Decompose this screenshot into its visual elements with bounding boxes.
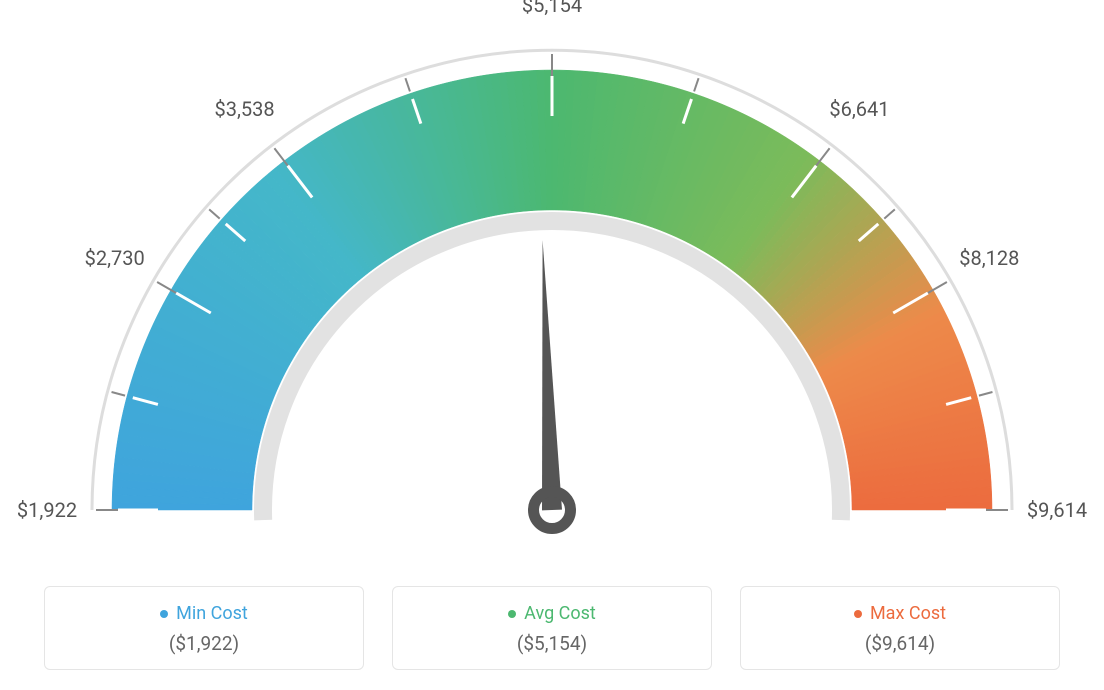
legend-title-text: Avg Cost (524, 603, 596, 624)
gauge-tick-label: $5,154 (522, 0, 582, 17)
gauge-tick-label: $6,641 (829, 97, 889, 121)
gauge-tick-label: $2,730 (85, 246, 145, 270)
dot-icon (854, 610, 862, 618)
legend-value-avg: ($5,154) (393, 632, 711, 655)
legend-card-avg: Avg Cost ($5,154) (392, 586, 712, 671)
dot-icon (160, 610, 168, 618)
legend-title-min: Min Cost (160, 603, 248, 624)
gauge-tick-label: $9,614 (1027, 498, 1087, 522)
legend-title-max: Max Cost (854, 603, 946, 624)
legend-title-avg: Avg Cost (508, 603, 596, 624)
gauge-tick-label: $3,538 (214, 97, 274, 121)
cost-gauge: $1,922 $2,730 $3,538 $5,154 $6,641 $8,128 $9,6… (0, 0, 1104, 560)
legend-title-text: Max Cost (870, 603, 946, 624)
legend-value-max: ($9,614) (741, 632, 1059, 655)
gauge-svg (0, 0, 1104, 560)
dot-icon (508, 610, 516, 618)
legend-card-min: Min Cost ($1,922) (44, 586, 364, 671)
legend-value-min: ($1,922) (45, 632, 363, 655)
legend-row: Min Cost ($1,922) Avg Cost ($5,154) Max … (0, 586, 1104, 671)
legend-card-max: Max Cost ($9,614) (740, 586, 1060, 671)
gauge-tick-label: $8,128 (959, 246, 1019, 270)
gauge-tick-label: $1,922 (17, 498, 77, 522)
legend-title-text: Min Cost (176, 603, 248, 624)
